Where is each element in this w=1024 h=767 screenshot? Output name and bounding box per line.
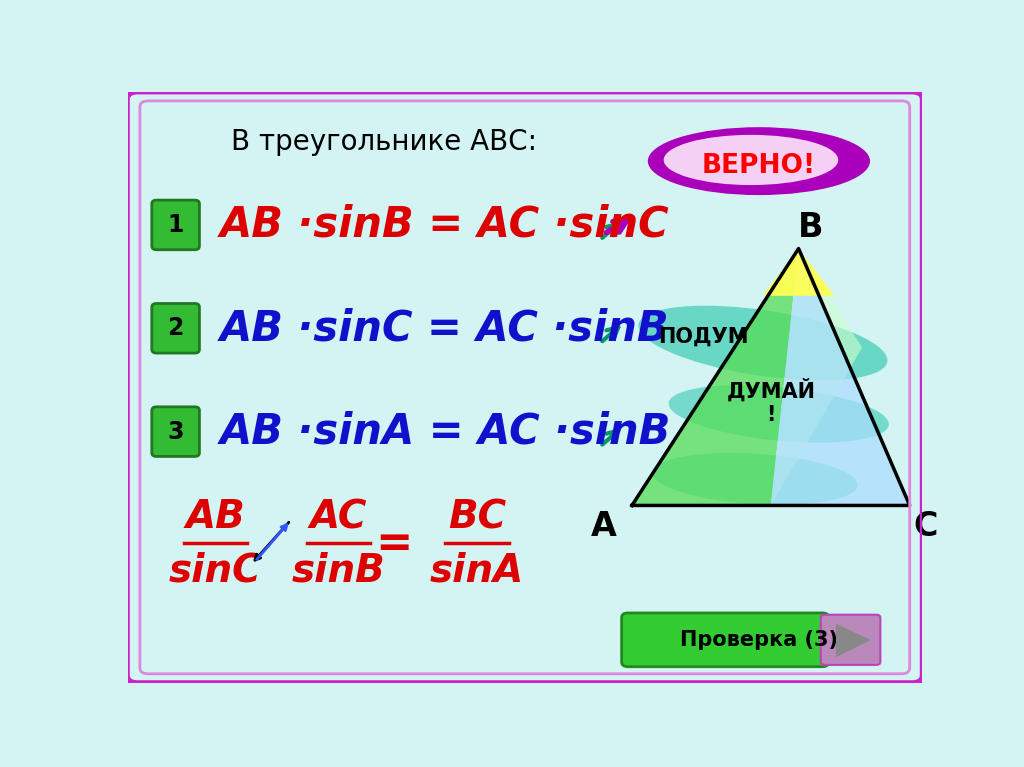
Polygon shape — [771, 249, 909, 505]
Text: 2: 2 — [168, 316, 183, 341]
FancyArrowPatch shape — [606, 221, 627, 232]
Text: В треугольнике АВС:: В треугольнике АВС: — [231, 128, 538, 156]
Text: AB ·sinA = AC ·sinB: AB ·sinA = AC ·sinB — [219, 410, 671, 453]
Text: AB: AB — [185, 499, 245, 536]
Text: sinC: sinC — [169, 551, 261, 589]
Text: sinB: sinB — [292, 551, 385, 589]
Text: AC: AC — [309, 499, 367, 536]
Text: 3: 3 — [167, 420, 184, 443]
Text: Проверка (3): Проверка (3) — [680, 630, 838, 650]
Ellipse shape — [648, 127, 870, 195]
FancyArrowPatch shape — [602, 224, 618, 238]
FancyArrowPatch shape — [602, 328, 618, 341]
Polygon shape — [652, 169, 684, 193]
Text: 1: 1 — [168, 213, 183, 237]
Text: ПОДУМ: ПОДУМ — [658, 328, 749, 347]
Polygon shape — [632, 249, 799, 505]
Text: BC: BC — [449, 499, 506, 536]
Polygon shape — [836, 624, 870, 657]
Ellipse shape — [652, 453, 858, 505]
Text: ДУМАЙ
!: ДУМАЙ ! — [726, 379, 815, 426]
Text: В: В — [798, 212, 823, 245]
Text: AB ·sinC = AC ·sinB: AB ·sinC = AC ·sinB — [219, 308, 669, 349]
Text: AB ·sinB = AC ·sinC: AB ·sinB = AC ·sinC — [219, 204, 669, 246]
Text: С: С — [913, 509, 938, 542]
Ellipse shape — [664, 135, 839, 185]
Ellipse shape — [638, 306, 888, 380]
Text: А: А — [591, 509, 617, 542]
FancyBboxPatch shape — [152, 304, 200, 353]
FancyBboxPatch shape — [152, 200, 200, 250]
Text: sinA: sinA — [430, 551, 524, 589]
Ellipse shape — [669, 385, 889, 443]
Polygon shape — [763, 249, 835, 296]
FancyArrowPatch shape — [602, 430, 618, 445]
Text: =: = — [375, 522, 413, 565]
Text: ВЕРНО!: ВЕРНО! — [701, 153, 816, 179]
FancyBboxPatch shape — [821, 614, 881, 665]
FancyBboxPatch shape — [152, 407, 200, 456]
FancyBboxPatch shape — [622, 613, 828, 667]
Polygon shape — [771, 249, 862, 505]
